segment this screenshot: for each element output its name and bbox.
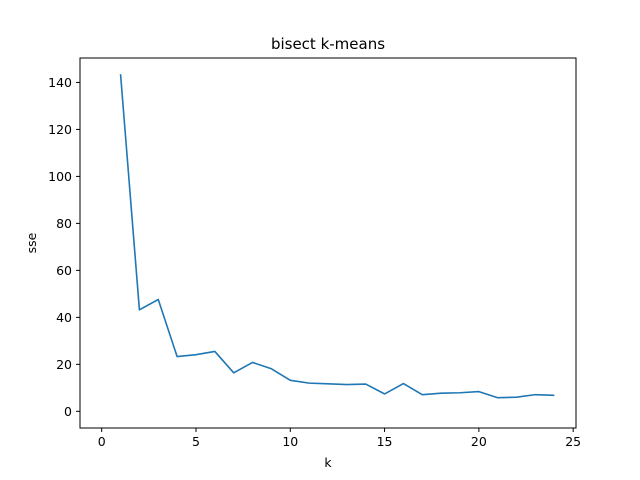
y-axis-label: sse xyxy=(24,232,39,253)
x-tick-label: 10 xyxy=(282,434,298,449)
y-tick-label: 100 xyxy=(48,169,72,184)
series-layer xyxy=(119,74,555,399)
x-axis-label: k xyxy=(324,455,332,470)
y-tick-label: 120 xyxy=(48,122,72,137)
plot-area-frame xyxy=(79,57,577,429)
x-tick-label: 20 xyxy=(471,434,487,449)
y-tick-label: 140 xyxy=(48,75,72,90)
x-tick-label: 15 xyxy=(377,434,393,449)
sse-line xyxy=(119,74,555,399)
x-tick-label: 0 xyxy=(98,434,106,449)
x-tick-label: 5 xyxy=(192,434,200,449)
x-axis: 0 5 10 15 20 25 xyxy=(98,428,581,449)
chart-title: bisect k-means xyxy=(271,35,385,53)
y-tick-label: 0 xyxy=(64,404,72,419)
y-tick-label: 60 xyxy=(56,263,72,278)
y-tick-label: 20 xyxy=(56,357,72,372)
x-tick-label: 25 xyxy=(565,434,581,449)
y-tick-label: 80 xyxy=(56,216,72,231)
y-axis: 0 20 40 60 80 100 120 140 xyxy=(48,75,80,419)
y-tick-label: 40 xyxy=(56,310,72,325)
